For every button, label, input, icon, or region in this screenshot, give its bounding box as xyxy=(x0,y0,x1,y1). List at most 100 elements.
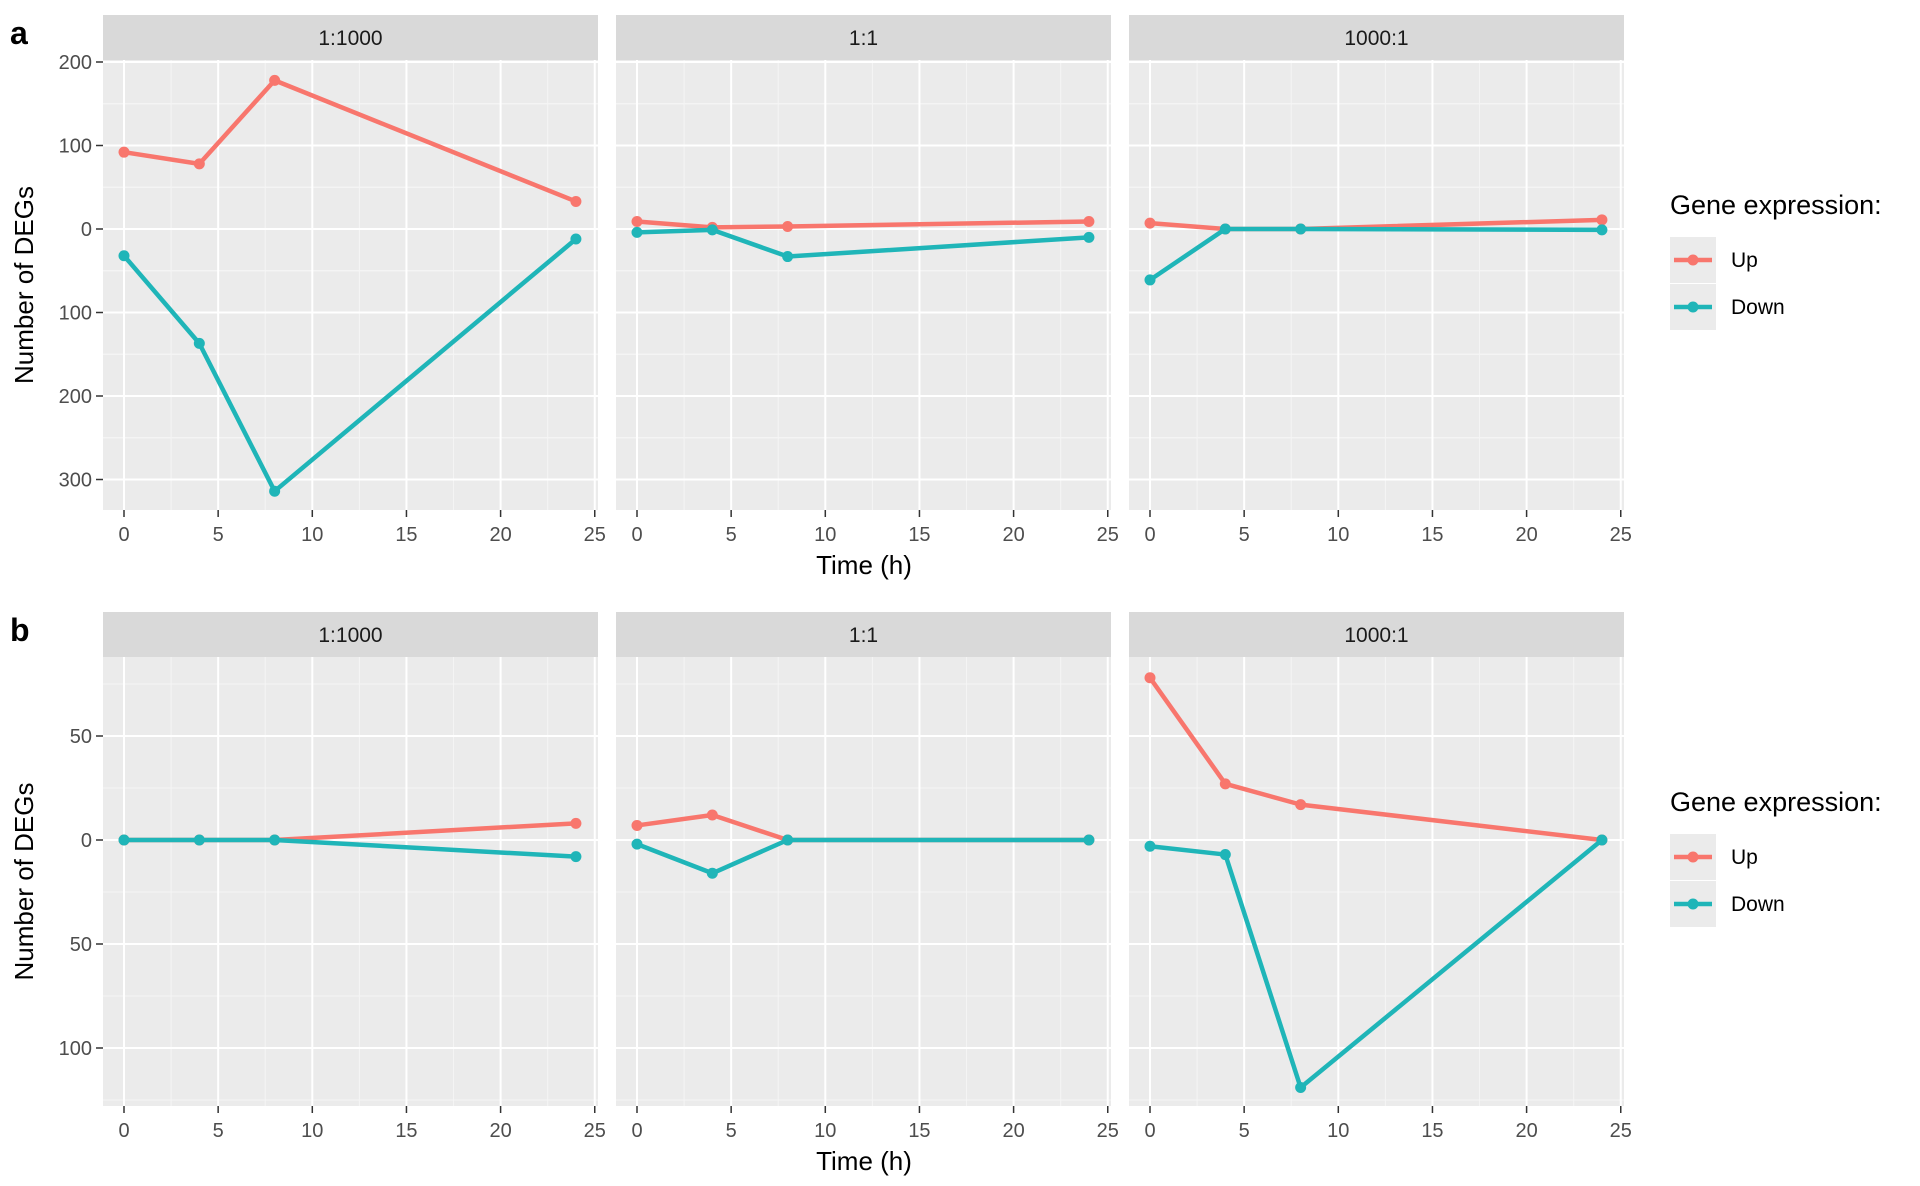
y-tick-label: 300 xyxy=(59,470,92,492)
data-point-up xyxy=(1596,214,1608,226)
data-point-up xyxy=(193,158,205,170)
x-tick-label: 5 xyxy=(726,524,737,546)
data-point-down xyxy=(1083,834,1095,846)
y-tick-label: 50 xyxy=(70,726,92,748)
x-tick-label: 25 xyxy=(584,1120,606,1142)
x-tick-label: 0 xyxy=(118,524,129,546)
data-point-down xyxy=(1219,223,1231,235)
data-point-down xyxy=(631,838,643,850)
y-tick-label: 200 xyxy=(59,386,92,408)
x-tick-label: 0 xyxy=(631,524,642,546)
data-point-down xyxy=(631,226,643,238)
data-point-down xyxy=(570,233,582,245)
data-point-down xyxy=(782,834,794,846)
x-tick-label: 20 xyxy=(1002,1120,1024,1142)
facet-label: 1:1 xyxy=(849,624,878,647)
panel-label-a: a xyxy=(10,15,28,51)
legend-item-down: Down xyxy=(1731,893,1785,916)
series-line-down xyxy=(636,227,1090,259)
data-point-down xyxy=(1596,834,1608,846)
series-line-up xyxy=(123,78,577,204)
series-line-down xyxy=(122,237,578,494)
facet-strip xyxy=(616,612,1111,657)
facet-label: 1000:1 xyxy=(1344,27,1408,50)
x-tick-label: 10 xyxy=(1327,524,1349,546)
legend-key-point xyxy=(1687,301,1699,313)
data-point-up xyxy=(706,809,718,821)
x-tick-label: 5 xyxy=(726,1120,737,1142)
plot-panel xyxy=(616,60,1111,510)
facet-strip xyxy=(103,612,598,657)
plot-panel xyxy=(103,657,598,1106)
x-tick-label: 0 xyxy=(631,1120,642,1142)
x-tick-label: 10 xyxy=(1327,1120,1349,1142)
data-point-down xyxy=(118,250,130,262)
data-point-up xyxy=(1083,215,1095,227)
legend-item-up: Up xyxy=(1731,249,1758,272)
plot-panel xyxy=(1129,60,1624,510)
y-axis-label: Number of DEGs xyxy=(9,186,39,384)
x-tick-label: 25 xyxy=(1097,1120,1119,1142)
x-tick-label: 15 xyxy=(1421,524,1443,546)
facet-label: 1:1000 xyxy=(318,624,382,647)
data-point-down xyxy=(1083,231,1095,243)
facet-strip xyxy=(103,15,598,60)
data-point-down xyxy=(570,851,582,863)
x-tick-label: 5 xyxy=(213,524,224,546)
x-tick-label: 10 xyxy=(301,1120,323,1142)
data-point-down xyxy=(782,251,794,263)
data-point-up xyxy=(570,195,582,207)
data-point-down xyxy=(193,337,205,349)
x-tick-label: 15 xyxy=(1421,1120,1443,1142)
facet-strip xyxy=(1129,612,1624,657)
data-point-up xyxy=(1144,217,1156,229)
x-tick-label: 15 xyxy=(908,524,930,546)
data-point-up xyxy=(631,215,643,227)
series-line-down xyxy=(124,837,577,859)
x-tick-label: 25 xyxy=(1610,524,1632,546)
x-tick-label: 25 xyxy=(1610,1120,1632,1142)
plot-panel xyxy=(616,657,1111,1106)
data-point-up xyxy=(1144,672,1156,684)
y-tick-label: 0 xyxy=(81,830,92,852)
plot-panel xyxy=(1129,657,1624,1106)
facet-label: 1:1000 xyxy=(318,27,382,50)
series-line-up xyxy=(636,219,1089,230)
data-point-down xyxy=(1144,840,1156,852)
x-tick-label: 10 xyxy=(814,524,836,546)
y-tick-label: 100 xyxy=(59,303,92,325)
x-tick-label: 15 xyxy=(395,1120,417,1142)
y-tick-label: 100 xyxy=(59,136,92,158)
data-point-up xyxy=(1295,799,1307,811)
data-point-down xyxy=(706,867,718,879)
plot-panel xyxy=(103,60,598,510)
x-tick-label: 0 xyxy=(1144,524,1155,546)
x-tick-label: 5 xyxy=(1239,524,1250,546)
y-tick-label: 200 xyxy=(59,52,92,74)
legend-item-down: Down xyxy=(1731,296,1785,319)
facet-strip xyxy=(1129,15,1624,60)
series-line-down xyxy=(1149,838,1604,1090)
y-axis-label: Number of DEGs xyxy=(9,783,39,981)
data-point-down xyxy=(706,224,718,236)
data-point-up xyxy=(118,146,130,158)
legend-title: Gene expression: xyxy=(1670,787,1882,817)
x-tick-label: 5 xyxy=(213,1120,224,1142)
data-point-down xyxy=(1144,274,1156,286)
x-tick-label: 20 xyxy=(489,524,511,546)
data-point-up xyxy=(570,817,582,829)
data-point-down xyxy=(193,834,205,846)
series-line-down xyxy=(636,837,1089,876)
data-point-up xyxy=(782,220,794,232)
x-tick-label: 0 xyxy=(1144,1120,1155,1142)
data-point-down xyxy=(118,834,130,846)
data-point-up xyxy=(269,74,281,86)
data-point-up xyxy=(631,819,643,831)
legend-key-point xyxy=(1687,898,1699,910)
y-tick-label: 50 xyxy=(70,934,92,956)
legend-key-point xyxy=(1687,851,1699,863)
x-tick-label: 0 xyxy=(118,1120,129,1142)
data-point-down xyxy=(1295,223,1307,235)
data-point-down xyxy=(1295,1082,1307,1094)
